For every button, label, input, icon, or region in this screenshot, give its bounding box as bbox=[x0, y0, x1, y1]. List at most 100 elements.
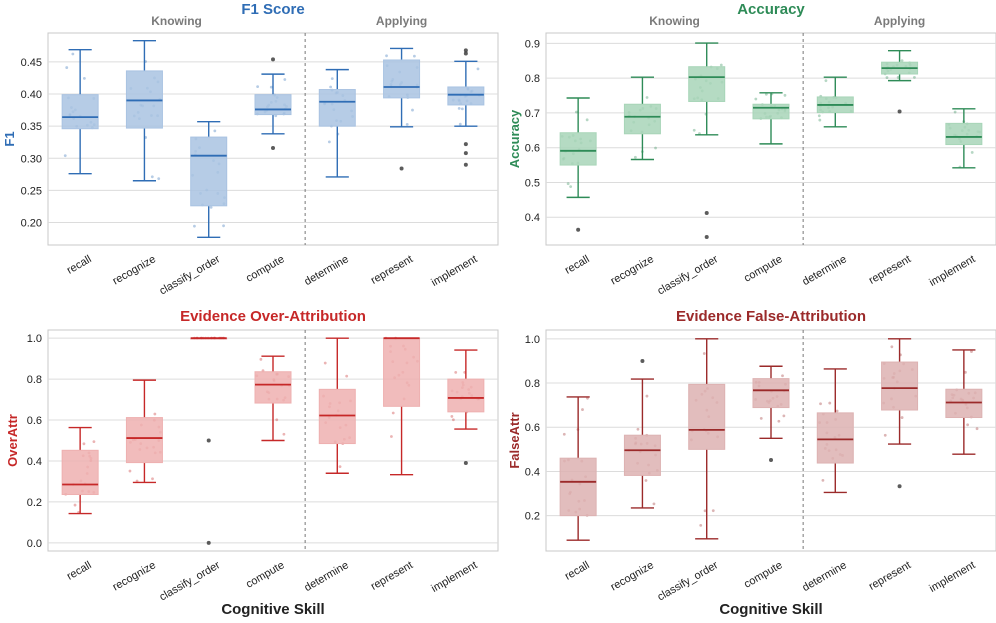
box-recall bbox=[559, 396, 597, 541]
box-recognize bbox=[623, 76, 661, 161]
y-tick-label: 0.45 bbox=[21, 57, 42, 69]
iqr-box bbox=[318, 89, 356, 127]
data-point bbox=[692, 128, 696, 132]
y-tick-label: 1.0 bbox=[27, 333, 42, 345]
x-tick-label: compute bbox=[742, 559, 785, 590]
x-axis-label: Cognitive Skill bbox=[719, 601, 822, 618]
data-point bbox=[157, 177, 161, 181]
box-determine bbox=[816, 368, 854, 494]
data-point bbox=[458, 122, 462, 126]
data-point bbox=[913, 75, 916, 79]
group-label: Applying bbox=[874, 14, 925, 28]
data-point bbox=[818, 118, 822, 122]
box-implement bbox=[447, 48, 485, 167]
data-point bbox=[65, 66, 69, 69]
data-point bbox=[633, 155, 637, 159]
outlier-point bbox=[769, 457, 773, 462]
box-recall bbox=[559, 97, 597, 232]
data-point bbox=[819, 402, 822, 406]
outlier-point bbox=[206, 540, 211, 545]
y-tick-label: 0.2 bbox=[525, 511, 540, 523]
x-tick-label: classify_order bbox=[655, 559, 720, 603]
data-point bbox=[153, 412, 157, 416]
data-point bbox=[73, 503, 77, 507]
outlier-point bbox=[463, 162, 468, 167]
x-tick-label: classify_order bbox=[157, 559, 222, 603]
iqr-box bbox=[688, 66, 726, 102]
data-point bbox=[569, 185, 573, 189]
data-point bbox=[890, 345, 894, 349]
x-tick-label: implement bbox=[927, 559, 977, 595]
data-point bbox=[645, 394, 649, 398]
data-point bbox=[329, 85, 333, 89]
y-axis-label: OverAttr bbox=[5, 414, 20, 467]
data-point bbox=[283, 78, 287, 81]
x-tick-label: classify_order bbox=[655, 253, 720, 297]
x-tick-label: represent bbox=[369, 253, 415, 287]
iqr-box bbox=[61, 94, 99, 130]
y-tick-label: 0.4 bbox=[525, 466, 540, 478]
box-recognize bbox=[125, 379, 163, 484]
data-point bbox=[405, 122, 409, 126]
data-point bbox=[460, 107, 464, 111]
data-point bbox=[566, 182, 570, 186]
outlier-point bbox=[897, 484, 902, 489]
data-point bbox=[821, 478, 825, 482]
box-represent bbox=[383, 47, 421, 171]
y-tick-label: 0.8 bbox=[525, 378, 540, 390]
data-point bbox=[71, 52, 75, 56]
data-point bbox=[975, 427, 979, 431]
y-tick-label: 1.0 bbox=[525, 334, 540, 346]
y-tick-label: 0.6 bbox=[525, 143, 540, 155]
box-classify_order bbox=[688, 338, 726, 540]
data-point bbox=[454, 370, 458, 374]
iqr-box bbox=[383, 59, 421, 99]
data-point bbox=[574, 110, 578, 114]
data-point bbox=[900, 59, 904, 63]
y-tick-label: 0.25 bbox=[21, 185, 42, 197]
data-point bbox=[783, 93, 787, 97]
chart-title: Evidence False-Attribution bbox=[676, 308, 866, 325]
iqr-box bbox=[190, 136, 228, 207]
data-point bbox=[135, 479, 139, 483]
data-point bbox=[385, 54, 388, 58]
panel-3: 0.0 0.2 0.4 0.6 0.8 1.0 Evidence Over-Attribut… bbox=[5, 308, 499, 618]
data-point bbox=[275, 418, 279, 422]
data-point bbox=[209, 205, 213, 209]
iqr-box bbox=[559, 457, 597, 517]
data-point bbox=[699, 524, 703, 527]
box-implement bbox=[945, 108, 983, 169]
data-point bbox=[581, 408, 584, 411]
data-point bbox=[151, 477, 154, 481]
data-point bbox=[562, 432, 566, 436]
data-point bbox=[222, 224, 225, 228]
outlier-point bbox=[576, 227, 581, 232]
y-tick-label: 0.40 bbox=[21, 89, 42, 101]
x-tick-label: recall bbox=[563, 559, 592, 583]
group-label: Knowing bbox=[649, 14, 700, 28]
data-point bbox=[256, 85, 260, 89]
data-point bbox=[835, 409, 839, 413]
data-point bbox=[63, 154, 67, 158]
outlier-point bbox=[463, 461, 468, 466]
data-point bbox=[828, 401, 832, 405]
x-tick-label: determine bbox=[302, 253, 350, 288]
data-point bbox=[896, 76, 900, 79]
data-point bbox=[824, 79, 828, 83]
x-tick-label: implement bbox=[429, 559, 479, 595]
x-tick-label: compute bbox=[244, 559, 287, 590]
iqr-box bbox=[254, 94, 292, 116]
iqr-box bbox=[559, 132, 597, 166]
x-tick-label: determine bbox=[800, 559, 848, 594]
data-point bbox=[150, 175, 154, 179]
iqr-box bbox=[881, 361, 919, 411]
y-axis-label: F1 bbox=[2, 131, 17, 146]
iqr-box bbox=[383, 337, 421, 407]
y-tick-label: 0.35 bbox=[21, 121, 42, 133]
outlier-point bbox=[897, 109, 902, 114]
x-tick-label: recall bbox=[65, 559, 94, 583]
x-tick-label: determine bbox=[800, 253, 848, 288]
box-compute bbox=[254, 355, 292, 442]
group-label: Applying bbox=[376, 14, 427, 28]
x-tick-label: compute bbox=[244, 253, 287, 284]
